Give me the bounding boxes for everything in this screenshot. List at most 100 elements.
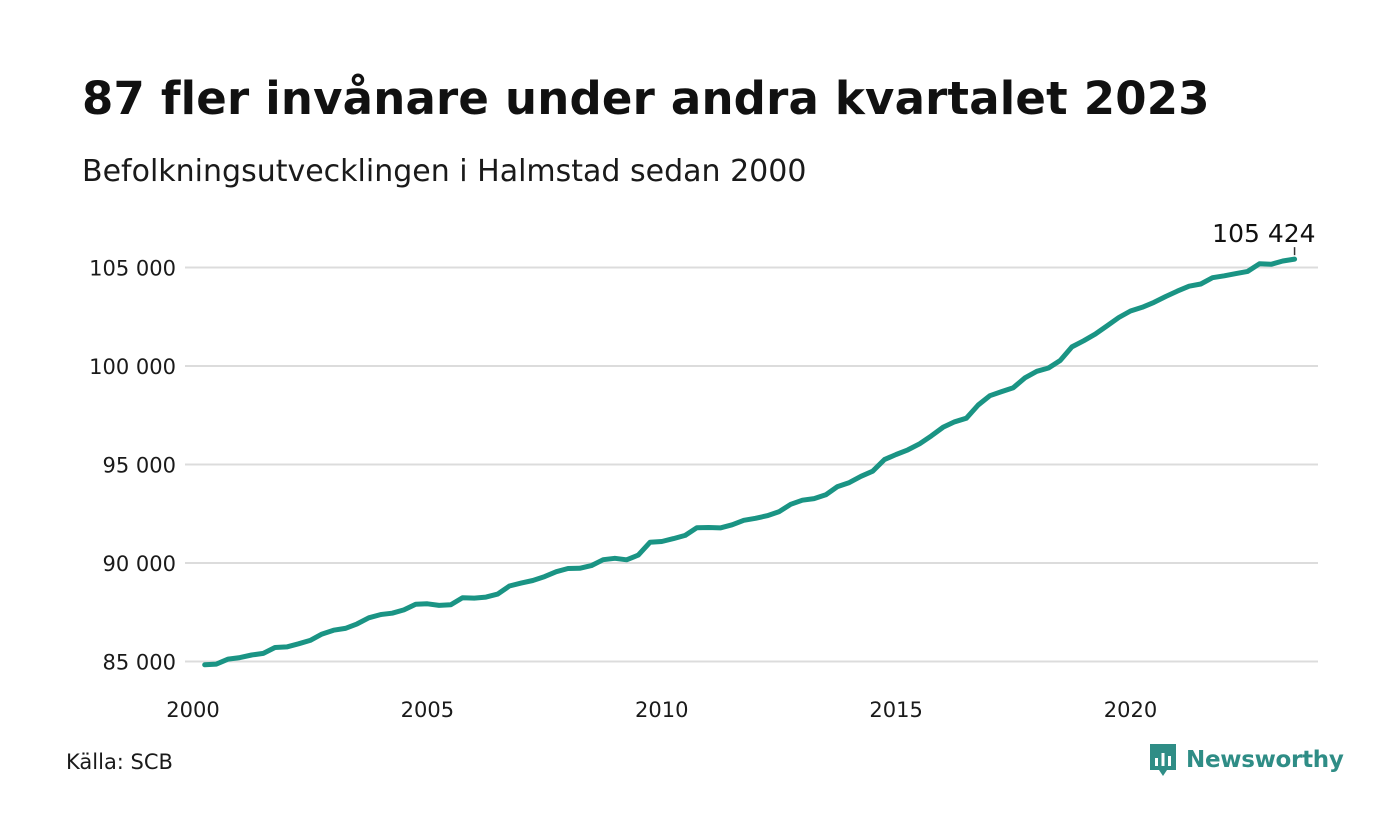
data-point xyxy=(1257,261,1262,266)
data-point xyxy=(1046,366,1051,371)
data-point xyxy=(448,602,453,607)
x-tick-label: 2015 xyxy=(869,698,922,722)
data-point xyxy=(999,389,1004,394)
data-point xyxy=(554,569,559,574)
data-point xyxy=(870,469,875,474)
data-point xyxy=(964,416,969,421)
data-point xyxy=(1210,275,1215,280)
data-point xyxy=(800,498,805,503)
data-point xyxy=(1292,257,1297,262)
data-point xyxy=(401,607,406,612)
gridlines xyxy=(185,266,1318,663)
data-point xyxy=(530,578,535,583)
data-point xyxy=(694,525,699,530)
data-point xyxy=(741,518,746,523)
data-point xyxy=(1105,323,1110,328)
data-point xyxy=(214,662,219,667)
data-point xyxy=(905,447,910,452)
data-point xyxy=(1245,269,1250,274)
data-point xyxy=(319,632,324,637)
data-point xyxy=(917,441,922,446)
y-axis-tick-labels: 85 000 90 000 95 000 100 000 105 000 xyxy=(89,257,176,675)
data-point xyxy=(730,522,735,527)
data-point xyxy=(1093,332,1098,337)
data-point xyxy=(378,612,383,617)
data-point xyxy=(237,655,242,660)
data-point xyxy=(624,557,629,562)
x-tick-label: 2000 xyxy=(166,698,219,722)
data-point xyxy=(648,540,653,545)
data-point xyxy=(1175,289,1180,294)
data-point xyxy=(343,626,348,631)
data-point xyxy=(1280,259,1285,264)
data-point xyxy=(1140,305,1145,310)
x-tick-label: 2010 xyxy=(635,698,688,722)
data-point xyxy=(1187,284,1192,289)
data-point xyxy=(566,566,571,571)
data-point xyxy=(987,393,992,398)
data-point xyxy=(601,557,606,562)
data-point xyxy=(390,611,395,616)
data-point xyxy=(1198,282,1203,287)
newsworthy-logo[interactable]: Newsworthy xyxy=(1148,742,1344,778)
data-point xyxy=(273,645,278,650)
x-tick-label: 2005 xyxy=(401,698,454,722)
chart-subtitle: Befolkningsutvecklingen i Halmstad sedan… xyxy=(82,154,807,189)
data-point xyxy=(1034,369,1039,374)
data-point xyxy=(941,425,946,430)
data-point xyxy=(718,525,723,530)
end-value-label: 105 424 xyxy=(1212,219,1315,248)
y-tick-label: 90 000 xyxy=(103,552,176,576)
data-point xyxy=(296,641,301,646)
data-point xyxy=(577,566,582,571)
data-point xyxy=(835,484,840,489)
x-tick-label: 2020 xyxy=(1104,698,1157,722)
data-point xyxy=(788,502,793,507)
data-point xyxy=(507,584,512,589)
data-point xyxy=(823,492,828,497)
data-point xyxy=(460,595,465,600)
data-point xyxy=(437,603,442,608)
data-point xyxy=(1069,344,1074,349)
brand-name: Newsworthy xyxy=(1186,747,1344,773)
data-point xyxy=(671,536,676,541)
data-point xyxy=(308,638,313,643)
data-point xyxy=(226,657,231,662)
data-point xyxy=(894,452,899,457)
data-point xyxy=(952,419,957,424)
y-tick-label: 105 000 xyxy=(89,257,176,281)
y-tick-label: 85 000 xyxy=(103,651,176,675)
data-point xyxy=(249,653,254,658)
chart-title: 87 fler invånare under andra kvartalet 2… xyxy=(82,72,1210,125)
x-axis-tick-labels: 2000 2005 2010 2015 2020 xyxy=(166,698,1157,722)
data-point xyxy=(776,509,781,514)
source-note: Källa: SCB xyxy=(66,750,173,774)
data-point xyxy=(859,474,864,479)
data-point xyxy=(413,602,418,607)
data-point xyxy=(355,621,360,626)
data-point xyxy=(753,516,758,521)
data-point xyxy=(202,662,207,667)
data-point xyxy=(706,525,711,530)
data-point xyxy=(519,581,524,586)
data-point xyxy=(1234,271,1239,276)
data-point xyxy=(1011,385,1016,390)
data-point xyxy=(589,563,594,568)
y-tick-label: 95 000 xyxy=(103,454,176,478)
data-point xyxy=(929,433,934,438)
data-point xyxy=(659,539,664,544)
series-line xyxy=(202,256,1298,668)
data-point xyxy=(847,480,852,485)
data-point xyxy=(1163,294,1168,299)
data-point xyxy=(284,644,289,649)
data-point xyxy=(765,513,770,518)
data-point xyxy=(542,574,547,579)
data-point xyxy=(1222,273,1227,278)
data-point xyxy=(1116,315,1121,320)
data-point xyxy=(425,601,430,606)
data-point xyxy=(1058,358,1063,363)
data-point xyxy=(261,651,266,656)
data-point xyxy=(882,457,887,462)
data-point xyxy=(976,403,981,408)
